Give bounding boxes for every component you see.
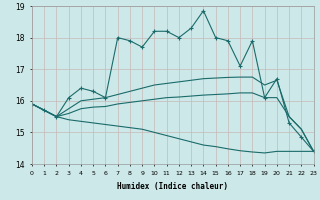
X-axis label: Humidex (Indice chaleur): Humidex (Indice chaleur) [117,182,228,191]
